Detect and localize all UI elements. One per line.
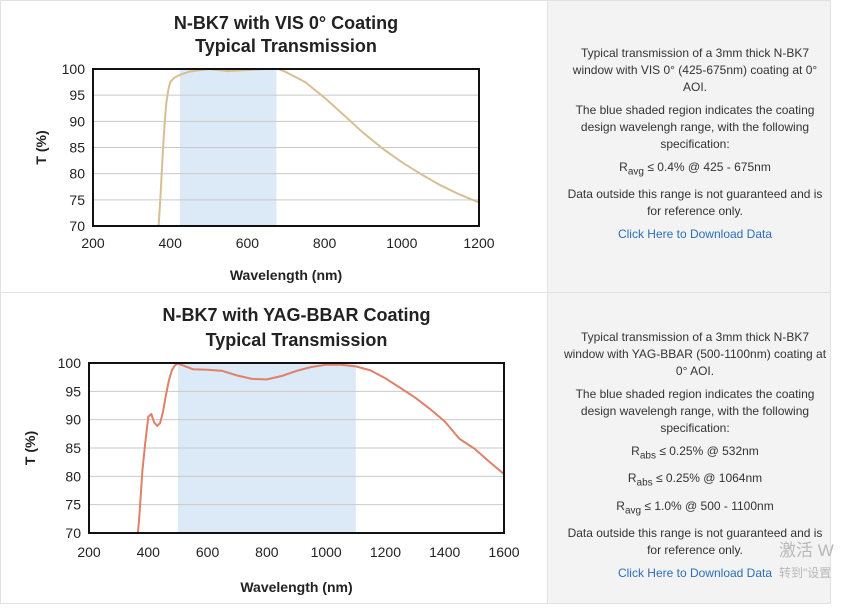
x-axis-title: Wavelength (nm): [240, 579, 352, 595]
x-tick-label: 1200: [370, 544, 401, 560]
x-tick-label: 1600: [488, 544, 519, 560]
description-disclaimer: Data outside this range is not guarantee…: [567, 526, 823, 558]
chart-title-line: Typical Transmission: [195, 36, 377, 56]
description-shaded-note: The blue shaded region indicates the coa…: [575, 387, 815, 435]
y-tick-label: 90: [65, 412, 81, 428]
download-data-link[interactable]: Click Here to Download Data: [617, 227, 773, 242]
y-tick-label: 100: [62, 61, 86, 77]
y-tick-label: 75: [69, 192, 85, 208]
description-disclaimer: Data outside this range is not guarantee…: [567, 187, 823, 219]
transmission-series-line: [136, 362, 505, 534]
description-shaded-note: The blue shaded region indicates the coa…: [575, 103, 815, 151]
spec-line: Ravg ≤ 1.0% @ 500 - 1100nm: [616, 498, 774, 517]
x-axis-title: Wavelength (nm): [230, 267, 342, 283]
spec-line: Rabs ≤ 0.25% @ 1064nm: [627, 471, 763, 489]
y-axis-title: T (%): [33, 130, 49, 164]
y-tick-label: 70: [65, 525, 81, 541]
y-tick-label: 85: [65, 440, 81, 456]
chart-title-line: Typical Transmission: [206, 330, 388, 350]
y-tick-label: 80: [65, 468, 81, 484]
spec-line: Ravg ≤ 0.4% @ 425 - 675nm: [619, 160, 771, 178]
chart-cell-vis: N-BK7 with VIS 0° Coating Typical Transmi…: [1, 1, 547, 292]
y-tick-label: 85: [69, 140, 85, 156]
x-tick-label: 600: [236, 235, 260, 251]
spec-list: Ravg ≤ 0.4% @ 425 - 675nm: [562, 159, 828, 180]
chart-title-line: N-BK7 with YAG-BBAR Coating: [162, 305, 430, 325]
spec-line: Rabs ≤ 0.25% @ 532nm: [631, 444, 759, 462]
y-axis-title: T (%): [22, 431, 38, 465]
x-tick-label: 400: [137, 544, 161, 560]
x-tick-label: 1400: [429, 544, 460, 560]
x-tick-label: 1200: [463, 235, 494, 251]
activation-watermark: 激活 W 转到"设置: [779, 540, 843, 590]
product-row-yag-bbar: N-BK7 with YAG-BBAR Coating Typical Trans…: [0, 292, 831, 604]
watermark-line-1: 激活 W: [779, 541, 834, 560]
transmission-chart-yag-bbar: N-BK7 with YAG-BBAR Coating Typical Trans…: [22, 305, 520, 595]
description-cell-yag-bbar: Typical transmission of a 3mm thick N-BK…: [547, 293, 830, 603]
x-tick-label: 200: [77, 544, 101, 560]
x-tick-label: 800: [313, 235, 337, 251]
y-tick-label: 70: [69, 218, 85, 234]
y-tick-label: 95: [65, 383, 81, 399]
y-tick-label: 100: [58, 355, 82, 371]
plot-frame: [88, 362, 505, 534]
product-row-vis: N-BK7 with VIS 0° Coating Typical Transmi…: [0, 0, 831, 292]
x-tick-label: 800: [255, 544, 279, 560]
description-intro: Typical transmission of a 3mm thick N-BK…: [563, 330, 827, 378]
description-cell-vis: Typical transmission of a 3mm thick N-BK…: [547, 1, 830, 292]
description-intro: Typical transmission of a 3mm thick N-BK…: [572, 46, 818, 94]
plot-frame: [92, 68, 480, 227]
transmission-chart-vis: N-BK7 with VIS 0° Coating Typical Transmi…: [33, 13, 495, 283]
chart-cell-yag-bbar: N-BK7 with YAG-BBAR Coating Typical Trans…: [1, 293, 547, 603]
x-tick-label: 200: [81, 235, 105, 251]
x-tick-label: 400: [159, 235, 183, 251]
transmission-series-line: [157, 68, 480, 227]
x-tick-label: 1000: [386, 235, 417, 251]
x-tick-label: 1000: [311, 544, 342, 560]
y-tick-label: 90: [69, 113, 85, 129]
spec-list: Rabs ≤ 0.25% @ 532nm Rabs ≤ 0.25% @ 1064…: [562, 443, 828, 519]
download-data-link[interactable]: Click Here to Download Data: [617, 566, 773, 581]
x-tick-label: 600: [196, 544, 220, 560]
chart-title-line: N-BK7 with VIS 0° Coating: [174, 13, 398, 33]
y-tick-label: 95: [69, 87, 85, 103]
y-tick-label: 75: [65, 497, 81, 513]
y-tick-label: 80: [69, 166, 85, 182]
watermark-line-2: 转到"设置: [779, 566, 832, 580]
